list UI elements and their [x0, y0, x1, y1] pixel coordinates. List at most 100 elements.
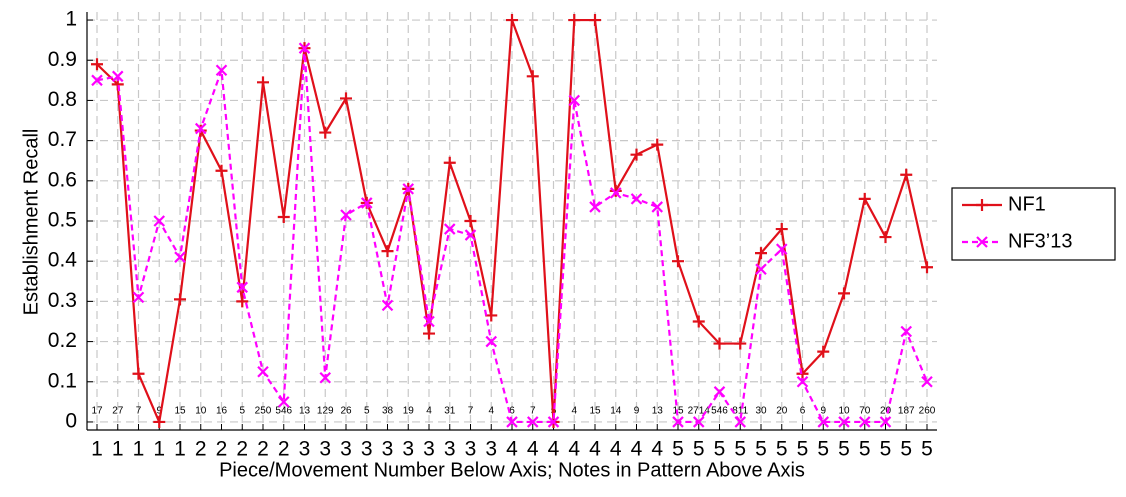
note-count: 4	[426, 406, 432, 417]
point	[132, 367, 145, 380]
point	[921, 261, 933, 274]
point	[91, 58, 103, 71]
y-tick-label: 0.1	[48, 369, 77, 392]
point	[900, 325, 913, 338]
x-tick-label: 4	[651, 438, 663, 461]
point	[506, 14, 518, 27]
note-count: 13	[299, 406, 311, 417]
point	[755, 247, 767, 260]
note-count: 6	[509, 406, 515, 417]
note-count: 10	[838, 406, 850, 417]
point	[464, 215, 477, 227]
x-tick-label: 3	[402, 438, 414, 461]
x-tick-label: 5	[714, 438, 726, 461]
x-tick-label: 2	[236, 438, 248, 461]
note-count: 14	[610, 406, 622, 417]
x-tick-label: 3	[299, 438, 311, 461]
note-count: 250	[255, 406, 272, 417]
point	[381, 299, 394, 312]
x-tick-label: 2	[278, 438, 290, 461]
x-tick-label: 5	[880, 438, 892, 461]
point	[692, 315, 705, 328]
point	[174, 293, 186, 306]
x-tick-label: 2	[216, 438, 228, 461]
x-tick-label: 3	[444, 438, 456, 461]
note-count: 7	[136, 406, 142, 417]
x-tick-label: 5	[859, 438, 871, 461]
note-count: 10	[195, 406, 207, 417]
point	[402, 183, 415, 195]
legend-label: NF1	[1008, 193, 1046, 215]
note-count: 26	[340, 406, 352, 417]
x-tick-label: 4	[631, 438, 643, 461]
y-tick-label: 0.3	[48, 289, 77, 312]
y-tick-label: 0.4	[48, 249, 78, 272]
note-count: 15	[672, 406, 684, 417]
note-count: 20	[880, 406, 892, 417]
point	[817, 416, 830, 428]
x-tick-label: 3	[319, 438, 331, 461]
point	[277, 210, 290, 223]
point	[692, 416, 705, 428]
point	[174, 251, 186, 263]
note-count: 19	[403, 406, 415, 417]
point	[547, 416, 560, 428]
point	[568, 14, 581, 27]
x-tick-label: 5	[755, 438, 767, 461]
point	[775, 243, 788, 255]
point	[257, 76, 269, 89]
point	[651, 201, 664, 213]
x-tick-label: 5	[921, 438, 933, 461]
x-tick-label: 5	[734, 438, 746, 461]
note-count: 15	[174, 406, 186, 417]
point	[215, 64, 228, 77]
point	[672, 416, 684, 428]
note-count: 17	[91, 406, 103, 417]
point	[589, 201, 601, 213]
x-tick-label: 5	[900, 438, 912, 461]
x-tick-label: 1	[91, 438, 103, 461]
point	[443, 223, 456, 235]
x-tick-label: 5	[776, 438, 788, 461]
note-count: 13	[652, 406, 664, 417]
y-tick-label: 0.6	[48, 168, 77, 191]
point	[589, 14, 601, 27]
note-count: 38	[382, 406, 394, 417]
legend-label: NF3’13	[1008, 230, 1072, 252]
note-count: 5	[239, 406, 245, 417]
point	[796, 367, 809, 380]
note-count: 5	[364, 406, 370, 417]
note-count: 7	[530, 406, 536, 417]
y-tick-label: 0.5	[48, 209, 77, 232]
y-tick-label: 0.7	[48, 128, 77, 151]
y-axis-label: Establishment Recall	[20, 129, 42, 316]
point	[153, 415, 166, 428]
point	[672, 255, 684, 268]
point	[132, 291, 145, 304]
note-count: 260	[919, 406, 936, 417]
point	[526, 70, 539, 83]
x-tick-label: 3	[465, 438, 477, 461]
point	[506, 416, 518, 428]
point	[713, 386, 726, 398]
note-count: 27	[112, 406, 124, 417]
point	[153, 215, 166, 227]
point	[609, 187, 622, 199]
point	[360, 197, 373, 209]
point	[817, 345, 830, 358]
point	[423, 327, 435, 340]
point	[900, 168, 913, 181]
y-tick-label: 0	[65, 410, 77, 433]
point	[921, 375, 933, 388]
point	[236, 295, 249, 308]
point	[879, 416, 892, 428]
x-tick-label: 4	[506, 438, 518, 461]
x-tick-label: 5	[672, 438, 684, 461]
point	[838, 287, 850, 300]
point	[879, 231, 892, 244]
point	[734, 416, 747, 428]
note-count: 20	[776, 406, 788, 417]
point	[423, 315, 435, 328]
note-count: 4	[571, 406, 577, 417]
